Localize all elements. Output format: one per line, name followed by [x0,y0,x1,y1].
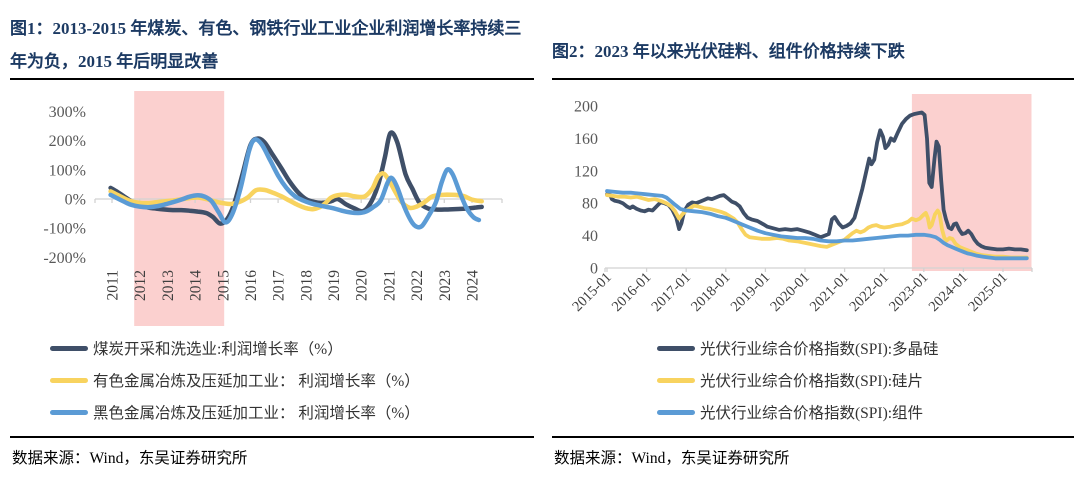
x-axis-tick-label: 2021 [381,270,398,301]
legend-swatch-icon [50,409,88,415]
y-axis-tick-label: 40 [582,228,598,245]
legend-label: 光伏行业综合价格指数(SPI):硅片 [700,373,924,390]
x-axis-tick-label: 2011 [105,270,122,300]
legend-item: 光伏行业综合价格指数(SPI):组件 [657,396,1074,428]
x-axis-tick-label: 2015 [215,270,232,301]
legend-label: 光伏行业综合价格指数(SPI):组件 [700,405,924,422]
figure2-panel: 图2：2023 年以来光伏硅料、组件价格持续下跌 200 160 120 80 40 0 2… [552,6,1074,468]
x-axis-tick-label: 2024 [465,270,482,301]
y-axis-tick-label: 200% [49,133,86,150]
x-axis-tick-label: 2019-01 [728,270,773,315]
legend-label: 黑色金属冶炼及压延加工业： 利润增长率（%） [93,405,420,422]
legend-swatch-icon [50,345,88,351]
x-axis-tick-label: 2018-01 [688,270,733,315]
x-axis-tick-label: 2023-01 [886,270,931,315]
figure1-title-text: 图1：2013-2015 年煤炭、有色、钢铁行业工业企业利润增长率持续三年为负，… [10,19,522,71]
x-axis-tick-label: 2020-01 [767,270,812,315]
y-axis-tick-label: 0% [65,192,86,209]
x-axis-tick-label: 2013 [160,270,177,301]
y-axis-tick-label: 160 [574,131,598,148]
figure1-legend: 煤炭开采和洗选业:利润增长率（%） 有色金属冶炼及压延加工业： 利润增长率（%） 黑… [50,332,534,428]
y-axis-tick-label: 120 [574,163,598,180]
legend-label: 光伏行业综合价格指数(SPI):多晶硅 [700,341,939,358]
legend-label: 有色金属冶炼及压延加工业： 利润增长率（%） [93,373,420,390]
figure1-title: 图1：2013-2015 年煤炭、有色、钢铁行业工业企业利润增长率持续三年为负，… [10,6,534,78]
y-axis-tick-label: 300% [49,104,86,121]
x-axis-tick-label: 2016-01 [609,270,654,315]
legend-swatch-icon [50,377,88,383]
legend-swatch-icon [657,409,695,415]
x-axis-tick-label: 2020 [354,270,371,301]
figure2-title-text: 图2：2023 年以来光伏硅料、组件价格持续下跌 [552,42,905,61]
y-axis-tick-label: 0 [590,261,598,278]
legend-item: 有色金属冶炼及压延加工业： 利润增长率（%） [50,364,534,396]
figure2-title-rule [552,78,1074,80]
y-axis-tick-label: -100% [43,221,86,238]
figure1-source: 数据来源：Wind，东吴证券研究所 [12,450,248,467]
figure2-source-rule [552,436,1074,438]
figure2-source: 数据来源：Wind，东吴证券研究所 [554,450,790,467]
figure1-panel: 图1：2013-2015 年煤炭、有色、钢铁行业工业企业利润增长率持续三年为负，… [10,6,534,468]
legend-item: 光伏行业综合价格指数(SPI):多晶硅 [657,332,1074,364]
x-axis-tick-label: 2016 [243,270,260,301]
series-line-0 [108,130,484,226]
x-axis-tick-label: 2021-01 [807,270,852,315]
y-axis-tick-label: 200 [574,99,598,116]
series-line-2 [108,137,482,230]
figure1-line-chart: 300% 200% 100% 0% -100% -200% 2011 2012 2013 2014… [43,91,503,326]
legend-swatch-icon [657,345,695,351]
x-axis-tick-label: 2024-01 [926,270,971,315]
x-axis-tick-label: 2023 [437,270,454,301]
x-axis-tick-label: 2014 [188,270,205,301]
x-axis [604,267,1033,272]
x-axis-tick-label: 2025-01 [965,270,1010,315]
y-axis-tick-label: -200% [43,250,86,267]
legend-item: 光伏行业综合价格指数(SPI):硅片 [657,364,1074,396]
x-axis-tick-label: 2022 [409,270,426,301]
legend-swatch-icon [657,377,695,383]
figure1-source-rule [10,436,534,438]
legend-item: 煤炭开采和洗选业:利润增长率（%） [50,332,534,364]
x-axis-tick-label: 2012 [132,270,149,301]
legend-label: 煤炭开采和洗选业:利润增长率（%） [93,341,343,358]
figure1-title-rule [10,78,534,80]
x-axis-tick-label: 2017-01 [649,270,694,315]
y-axis-tick-label: 80 [582,196,598,213]
series-line-2 [605,189,1029,261]
figure2-line-chart: 200160120804002015-012016-012017-012018-… [569,94,1033,315]
x-axis-tick-label: 2018 [298,270,315,301]
y-axis-tick-label: 100% [49,162,86,179]
x-axis-tick-label: 2019 [326,270,343,301]
x-axis-tick-label: 2017 [271,270,288,301]
figure2-legend: 光伏行业综合价格指数(SPI):多晶硅 光伏行业综合价格指数(SPI):硅片 光伏行… [657,332,1074,428]
figure2-title: 图2：2023 年以来光伏硅料、组件价格持续下跌 [552,6,1074,78]
x-axis-tick-label: 2022-01 [847,270,892,315]
legend-item: 黑色金属冶炼及压延加工业： 利润增长率（%） [50,396,534,428]
